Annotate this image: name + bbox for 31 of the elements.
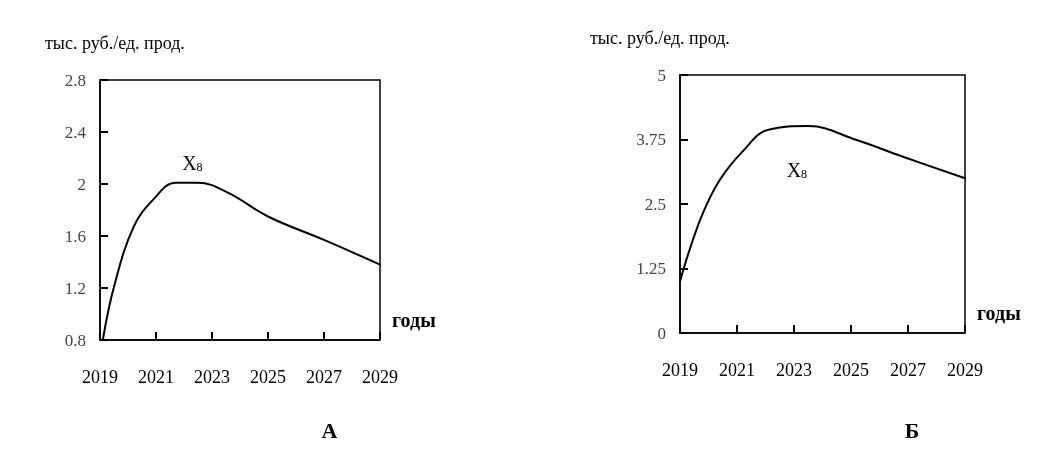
x-tick-label: 2025 [250, 367, 286, 387]
x-tick-label: 2021 [719, 360, 755, 380]
y-tick-label: 2.4 [64, 122, 87, 142]
y-tick-label: 2.5 [644, 194, 666, 214]
y-tick-label: 1.25 [636, 259, 666, 278]
annotation: X8 [786, 159, 808, 182]
y-axis-title: тыс. руб./ед. прод. [590, 28, 730, 48]
y-tick-label: 3.75 [636, 130, 666, 149]
x-tick-label: 2027 [306, 367, 342, 387]
x-tick-label: 2021 [138, 367, 174, 387]
text: А [321, 417, 338, 443]
x-tick-label: 2019 [82, 367, 118, 387]
y-tick-label: 1.6 [64, 226, 86, 246]
y-tick-label: 2 [77, 174, 86, 194]
y-tick-label: 5 [657, 65, 666, 85]
text: Б [904, 417, 920, 443]
y-tick-label: 0 [657, 323, 666, 343]
x-tick-label: 2023 [194, 367, 230, 387]
x-tick-label: 2029 [362, 367, 398, 387]
x-tick-label: 2019 [662, 360, 698, 380]
x-tick-label: 2029 [947, 360, 983, 380]
y-tick-label: 2.8 [64, 70, 86, 90]
y-axis-title: тыс. руб./ед. прод. [45, 33, 185, 53]
annotation: X8 [182, 152, 203, 175]
x-axis-title: годы [392, 309, 437, 331]
x-tick-label: 2027 [890, 360, 926, 380]
y-tick-label: 1.2 [64, 278, 86, 298]
y-tick-label: 0.8 [64, 330, 86, 350]
x-axis-title: годы [977, 302, 1022, 324]
x-tick-label: 2025 [833, 360, 869, 380]
x-tick-label: 2023 [776, 360, 812, 380]
